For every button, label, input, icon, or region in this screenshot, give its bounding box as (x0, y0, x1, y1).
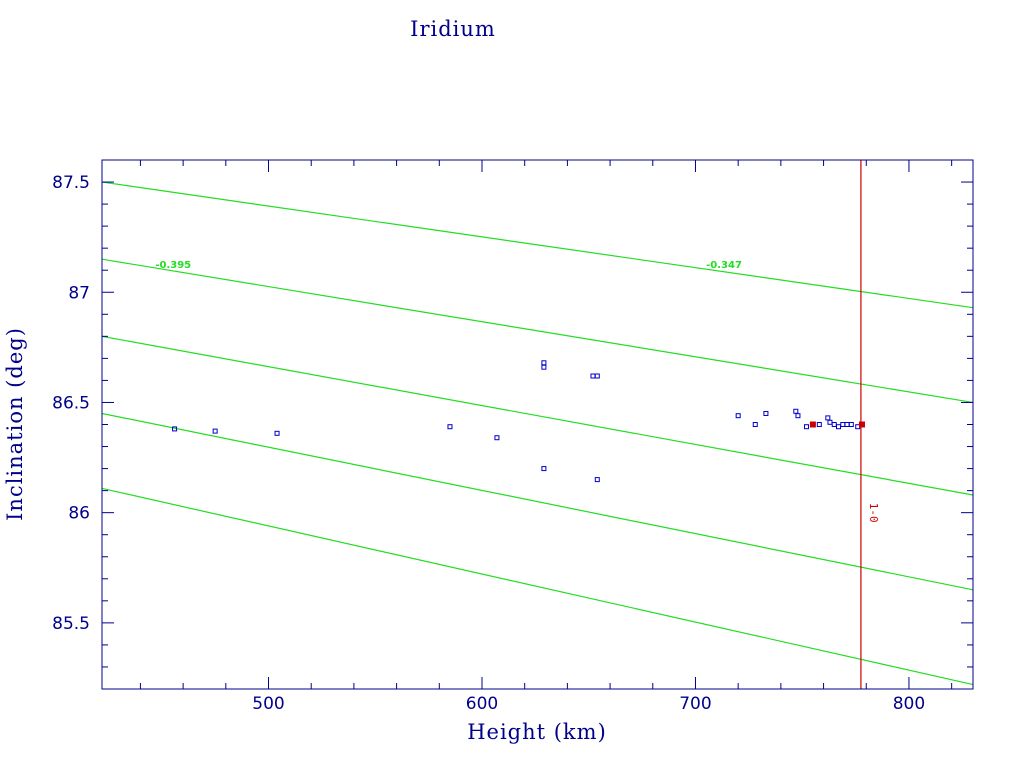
data-point-6 (541, 360, 547, 366)
data-point-3 (274, 430, 280, 436)
data-point-26 (848, 422, 854, 427)
contour-label-1: -0.395 (155, 260, 191, 271)
x-tick-label-3: 800 (893, 694, 925, 714)
data-point-10 (594, 373, 600, 379)
contour-line-4 (102, 412, 973, 591)
y-tick-label-1: 86 (68, 504, 90, 524)
data-point-23 (836, 424, 842, 430)
contour-line-5 (102, 487, 973, 686)
data-point-22 (831, 422, 837, 427)
plot-area: -0.395 -0.347 1-0 (102, 160, 973, 689)
highlight-point-2 (858, 421, 865, 428)
data-point-4 (447, 424, 453, 430)
contour-line-2 (102, 258, 973, 404)
data-point-1 (172, 426, 178, 432)
plot-frame (101, 159, 974, 690)
contour-line-1 (102, 181, 973, 309)
data-point-5 (494, 435, 500, 441)
data-point-24 (840, 422, 846, 427)
data-point-16 (795, 413, 801, 419)
y-axis-title: Inclination (deg) (3, 327, 27, 521)
data-point-21 (827, 419, 833, 425)
data-point-13 (752, 422, 758, 427)
y-tick-label-4: 87.5 (52, 173, 90, 193)
chart-title: Iridium (410, 17, 496, 41)
y-tick-label-3: 87 (68, 283, 90, 303)
data-point-14 (763, 410, 769, 416)
vline-label: 1-0 (867, 503, 880, 523)
data-point-11 (594, 477, 600, 483)
data-point-8 (541, 466, 547, 472)
highlight-point-1 (809, 421, 816, 428)
data-point-2 (212, 428, 218, 434)
y-tick-label-0: 85.5 (52, 614, 90, 634)
data-point-9 (590, 373, 596, 379)
data-point-25 (844, 422, 850, 427)
data-point-12 (735, 413, 741, 419)
data-point-20 (825, 415, 831, 421)
data-point-17 (803, 424, 809, 430)
x-tick-label-0: 500 (252, 694, 284, 714)
data-point-15 (793, 408, 799, 414)
data-point-19 (816, 422, 822, 427)
data-point-7 (541, 364, 547, 370)
x-tick-label-2: 700 (679, 694, 711, 714)
x-tick-label-1: 600 (466, 694, 498, 714)
contour-line-3 (102, 335, 973, 496)
contour-label-2: -0.347 (706, 260, 742, 271)
y-tick-label-2: 86.5 (52, 393, 90, 413)
x-axis-title: Height (km) (467, 720, 607, 744)
